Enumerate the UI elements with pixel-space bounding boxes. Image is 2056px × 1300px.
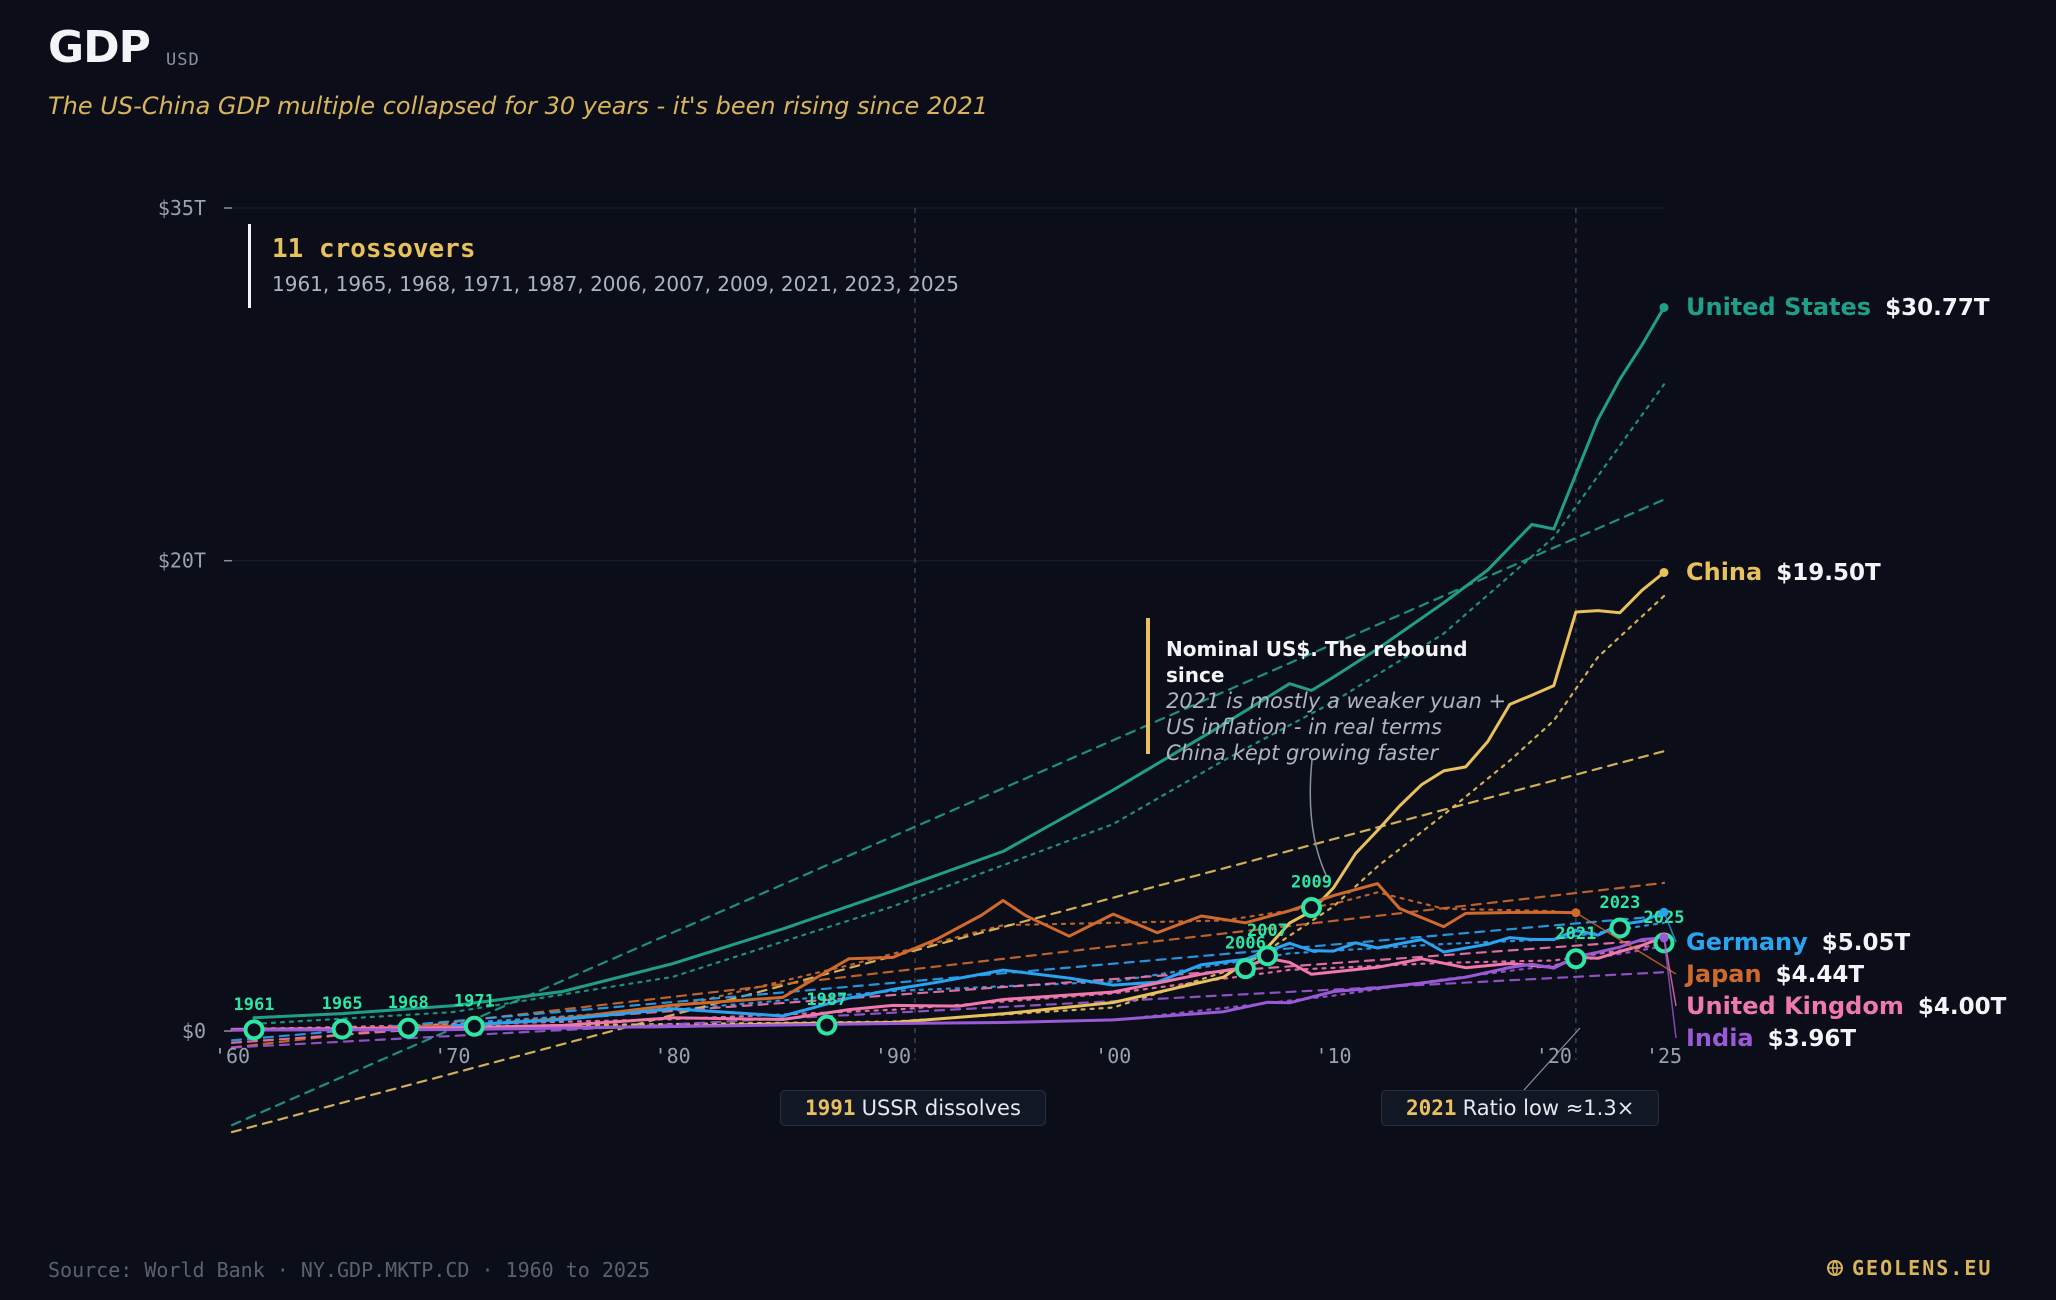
brand-label: GEOLENS.EU bbox=[1852, 1256, 1993, 1280]
brand-link[interactable]: GEOLENS.EU bbox=[1826, 1256, 1992, 1280]
leader-line bbox=[1575, 912, 1677, 975]
event-pill-ussr: 1991 USSR dissolves bbox=[780, 1090, 1046, 1126]
series-value: $4.00T bbox=[1918, 994, 2007, 1020]
x-tick-label: '00 bbox=[1095, 1044, 1131, 1068]
smoothed-line bbox=[252, 594, 1666, 1030]
series-value: $4.44T bbox=[1776, 962, 1865, 988]
series-name: Germany bbox=[1686, 928, 1808, 956]
x-tick-label: '20 bbox=[1536, 1044, 1572, 1068]
crossover-label: 2025 bbox=[1644, 908, 1685, 928]
crossover-marker bbox=[1565, 948, 1587, 970]
series-value: $19.50T bbox=[1776, 560, 1881, 586]
series-name: United Kingdom bbox=[1686, 992, 1904, 1020]
series-line bbox=[230, 571, 1666, 1032]
globe-icon bbox=[1827, 1260, 1843, 1276]
event-year: 1991 bbox=[805, 1096, 856, 1120]
x-tick-label: '25 bbox=[1646, 1044, 1682, 1068]
crossover-label: 2006 bbox=[1225, 934, 1266, 954]
crossover-label: 1987 bbox=[806, 990, 847, 1010]
page-subtitle: The US-China GDP multiple collapsed for … bbox=[48, 92, 989, 120]
x-tick-label: '90 bbox=[875, 1044, 911, 1068]
crossover-label: 2021 bbox=[1555, 924, 1596, 944]
crossover-marker bbox=[1234, 958, 1256, 980]
series-line bbox=[230, 882, 1578, 1032]
series-name: India bbox=[1686, 1024, 1754, 1052]
crossover-marker bbox=[816, 1014, 838, 1036]
series-end-labels: United States $30.77T China $19.50T Japan $4.… bbox=[1309, 293, 2007, 1091]
crossover-box-rule bbox=[248, 224, 251, 308]
series-line bbox=[252, 306, 1666, 1020]
event-leader bbox=[1523, 1027, 1581, 1091]
annotation-body-line: China kept growing faster bbox=[1166, 741, 1439, 765]
x-tick-label: '80 bbox=[655, 1044, 691, 1068]
annotation-body-line: 2021 is mostly a weaker yuan + bbox=[1166, 689, 1507, 713]
crossover-label: 2007 bbox=[1247, 921, 1288, 941]
series-line bbox=[230, 936, 1666, 1032]
event-label: Ratio low ≈1.3× bbox=[1462, 1096, 1635, 1120]
series-end-dot bbox=[1659, 302, 1669, 312]
annotation-body-line: US inflation - in real terms bbox=[1166, 715, 1443, 739]
x-tick-label: '10 bbox=[1315, 1044, 1351, 1068]
crossover-label: 1971 bbox=[454, 991, 495, 1011]
series-name: Japan bbox=[1684, 960, 1762, 988]
crossover-marker bbox=[1301, 897, 1323, 919]
leader-line bbox=[1663, 911, 1677, 943]
event-pill-ratio: 2021 Ratio low ≈1.3× bbox=[1381, 1090, 1660, 1126]
annotation-note: Nominal US$. The rebound since 2021 is m… bbox=[1166, 636, 1526, 766]
crossover-label: 2009 bbox=[1291, 873, 1332, 893]
unit-label: USD bbox=[166, 50, 200, 70]
chart-axes: $0 $20T $35T '60 '70 '80 '90 '00 '10 '20 '25 bbox=[158, 196, 1682, 1068]
y-tick-label: $35T bbox=[158, 196, 206, 220]
smoothed-line bbox=[407, 921, 1666, 1028]
crossover-marker bbox=[397, 1017, 419, 1039]
series-value: $30.77T bbox=[1885, 295, 1990, 321]
crossover-label: 1965 bbox=[322, 994, 363, 1014]
crossover-marker bbox=[243, 1019, 265, 1041]
leader-line bbox=[1663, 937, 1677, 1039]
annotation-leader bbox=[1309, 759, 1327, 876]
event-year: 2021 bbox=[1406, 1096, 1457, 1120]
trend-line bbox=[230, 971, 1666, 1049]
crossover-marker bbox=[1609, 917, 1631, 939]
crossover-label: 1961 bbox=[234, 995, 275, 1015]
crossover-label: 1968 bbox=[388, 993, 429, 1013]
trend-line bbox=[230, 750, 1666, 1134]
source-note: Source: World Bank · NY.GDP.MKTP.CD · 19… bbox=[48, 1258, 651, 1282]
series-line bbox=[450, 910, 1666, 1028]
annotation-rule bbox=[1146, 618, 1150, 754]
series-value: $3.96T bbox=[1768, 1026, 1857, 1052]
crossover-label: 2023 bbox=[1599, 893, 1640, 913]
event-label: USSR dissolves bbox=[861, 1096, 1021, 1120]
crossover-marker bbox=[463, 1015, 485, 1037]
series-name: China bbox=[1686, 558, 1762, 586]
x-tick-label: '70 bbox=[434, 1044, 470, 1068]
x-tick-label: '60 bbox=[214, 1044, 250, 1068]
crossover-marker bbox=[331, 1018, 353, 1040]
trend-line bbox=[230, 498, 1666, 1127]
smoothed-line bbox=[252, 383, 1666, 1025]
y-tick-label: $0 bbox=[182, 1019, 206, 1043]
y-tick-label: $20T bbox=[158, 549, 206, 573]
crossover-count: 11 crossovers bbox=[272, 234, 476, 264]
chart-grid bbox=[232, 207, 1664, 1060]
annotation-head: Nominal US$. The rebound since bbox=[1166, 637, 1468, 687]
series-value: $5.05T bbox=[1822, 930, 1911, 956]
crossover-years: 1961, 1965, 1968, 1971, 1987, 2006, 2007… bbox=[272, 272, 960, 296]
series-name: United States bbox=[1686, 293, 1871, 321]
series-end-dot bbox=[1659, 567, 1669, 577]
crossover-marker bbox=[1256, 945, 1278, 967]
page-title: GDP bbox=[48, 22, 151, 73]
